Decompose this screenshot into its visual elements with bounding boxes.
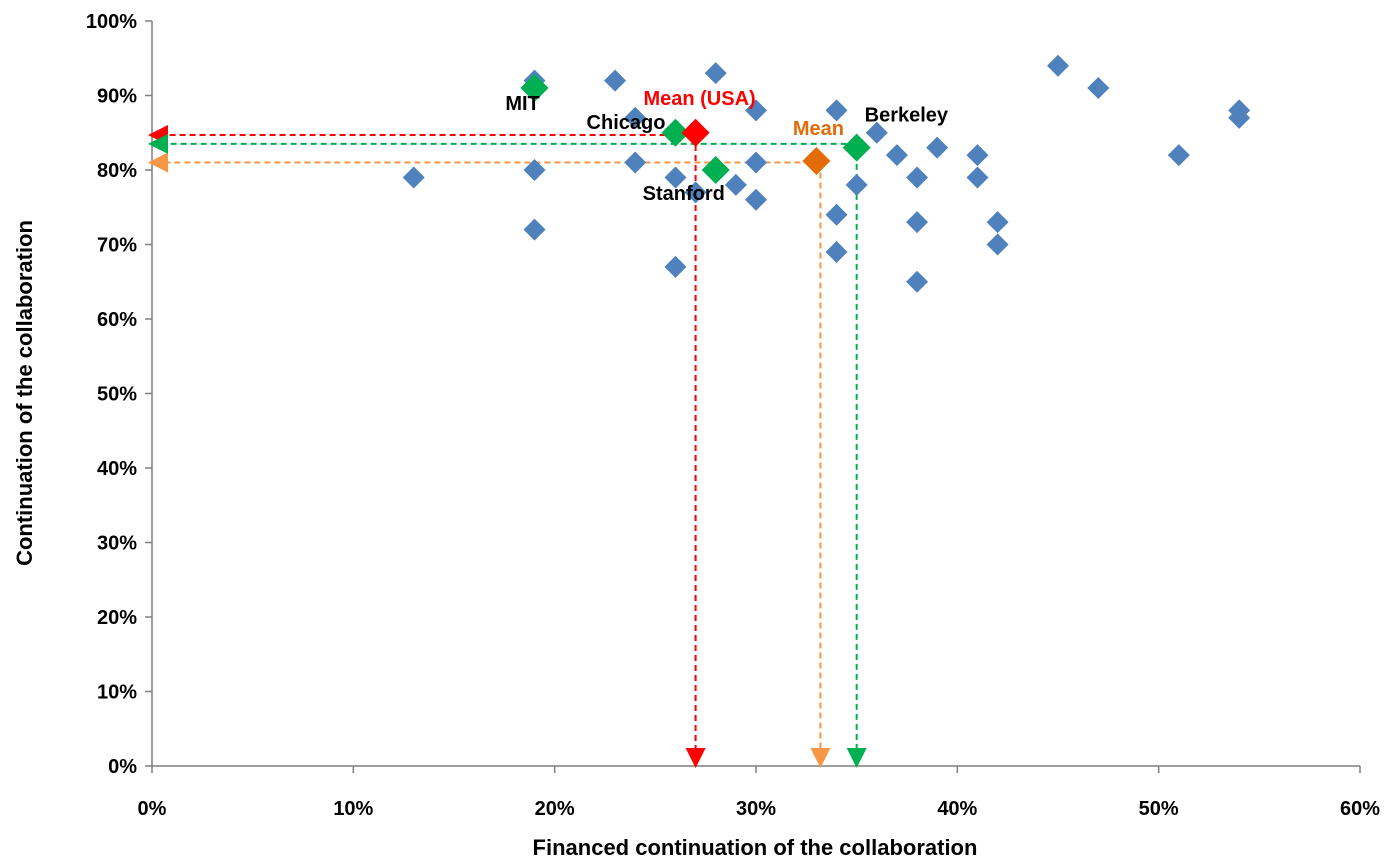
scatter-point (906, 211, 929, 234)
scatter-point (681, 118, 710, 147)
y-tick-label: 70% (97, 235, 137, 257)
point-label: Mean (USA) (643, 88, 755, 110)
x-tick-label: 0% (138, 798, 167, 820)
x-tick-label: 10% (333, 798, 373, 820)
scatter-point (845, 173, 868, 196)
scatter-point (802, 147, 831, 176)
y-tick-label: 80% (97, 160, 137, 182)
scatter-point (523, 159, 546, 181)
y-tick-label: 90% (97, 86, 137, 108)
y-tick-label: 100% (86, 11, 137, 33)
x-tick-label: 40% (937, 798, 977, 820)
scatter-point (402, 166, 425, 189)
y-axis-title: Continuation of the collaboration (12, 220, 37, 566)
scatter-point (745, 151, 767, 174)
x-tick-label: 20% (535, 798, 575, 820)
y-tick-label: 10% (97, 682, 137, 704)
scatter-point (906, 166, 929, 189)
scatter-point (624, 106, 647, 129)
scatter-point (825, 203, 848, 226)
scatter-point (604, 69, 627, 92)
scatter-point (966, 144, 989, 167)
scatter-point (885, 144, 908, 167)
scatter-point (745, 99, 767, 122)
y-tick-label: 50% (97, 384, 137, 406)
y-tick-label: 60% (97, 309, 137, 331)
scatter-point (520, 74, 549, 103)
y-tick-label: 30% (97, 533, 137, 555)
scatter-point (865, 121, 888, 144)
x-tick-label: 30% (736, 798, 776, 820)
point-label: Mean (793, 118, 844, 140)
y-tick-label: 0% (108, 756, 137, 778)
scatter-point (966, 166, 989, 189)
guide-lines (148, 124, 867, 768)
x-tick-label: 50% (1139, 798, 1179, 820)
y-tick-label: 20% (97, 607, 137, 629)
point-label: Berkeley (865, 105, 949, 127)
scatter-point (624, 151, 647, 174)
scatter-point (664, 255, 687, 278)
scatter-point (825, 240, 848, 263)
point-labels: MIT Chicago Stanford Berkeley Mean (USA) Mean (505, 88, 949, 205)
scatter-point (986, 211, 1009, 234)
scatter-point (684, 181, 707, 204)
scatter-point (1087, 77, 1110, 100)
scatter-point (825, 99, 848, 122)
axes: 0% 10% 20% 30% 40% 50% 60% 70% 80% 90% 100% 0% 10% 20… (86, 11, 1380, 820)
scatter-point (704, 62, 727, 85)
scatter-point (842, 133, 871, 162)
scatter-point (1167, 144, 1190, 167)
x-tick-label: 60% (1340, 798, 1380, 820)
point-label: MIT (505, 93, 539, 115)
scatter-point (1047, 54, 1069, 77)
point-label: Stanford (643, 183, 725, 205)
x-axis-title: Financed continuation of the collaborati… (533, 835, 978, 860)
scatter-point (701, 156, 730, 184)
scatter-point (664, 166, 687, 189)
scatter-point (1228, 106, 1251, 129)
scatter-point (661, 118, 690, 147)
scatter-point (906, 270, 929, 293)
scatter-point (724, 173, 747, 196)
data-points (402, 54, 1251, 293)
scatter-point (745, 188, 767, 211)
scatter-point (523, 218, 546, 241)
point-label: Chicago (587, 112, 666, 134)
scatter-point (986, 233, 1009, 256)
scatter-point (926, 136, 949, 159)
y-tick-label: 40% (97, 458, 137, 480)
